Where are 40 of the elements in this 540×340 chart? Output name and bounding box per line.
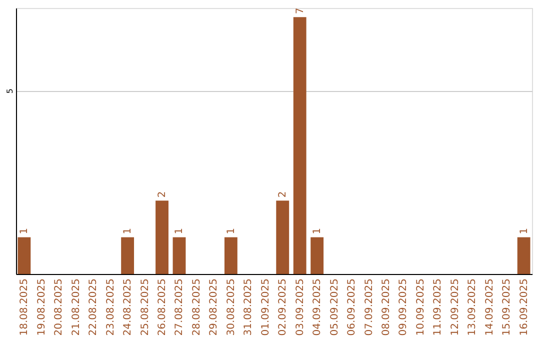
x-tick-label: 20.08.2025 (54, 278, 65, 336)
x-tick-label: 25.08.2025 (140, 278, 151, 336)
x-tick-label: 24.08.2025 (122, 278, 134, 336)
x-tick-label: 19.08.2025 (36, 278, 48, 336)
x-tick-label: 09.09.2025 (398, 278, 410, 336)
x-tick-label: 28.08.2025 (191, 278, 202, 336)
x-tick-label: 22.08.2025 (88, 278, 100, 336)
x-tick-label: 26.08.2025 (157, 278, 168, 336)
x-tick-label: 15.09.2025 (502, 278, 513, 336)
data-label: 7 (294, 8, 306, 14)
x-tick-label: 29.08.2025 (208, 278, 220, 336)
data-label: 1 (312, 228, 324, 234)
x-tick-label: 14.09.2025 (484, 278, 496, 336)
data-label: 1 (19, 228, 30, 234)
data-label: 1 (518, 228, 530, 234)
x-tick-label: 04.09.2025 (312, 278, 324, 336)
data-label: 2 (278, 191, 289, 198)
x-tick-label: 01.09.2025 (260, 278, 272, 336)
x-tick-label: 06.09.2025 (346, 278, 358, 336)
data-label: 2 (157, 191, 168, 198)
x-tick-label: 21.08.2025 (70, 278, 82, 336)
x-tick-label: 30.08.2025 (226, 278, 237, 336)
x-tick-label: 08.09.2025 (380, 278, 392, 336)
y-tick-label: 5 (6, 88, 14, 94)
data-label: 1 (174, 228, 186, 234)
data-label: 1 (122, 228, 134, 234)
x-tick-label: 10.09.2025 (415, 278, 426, 336)
x-tick-label: 05.09.2025 (329, 278, 340, 336)
x-tick-label: 23.08.2025 (105, 278, 116, 336)
x-tick-label: 02.09.2025 (278, 278, 289, 336)
x-tick-label: 13.09.2025 (467, 278, 478, 336)
x-tick-label: 31.08.2025 (243, 278, 254, 336)
x-tick-label: 03.09.2025 (294, 278, 306, 336)
data-label: 1 (226, 228, 237, 234)
x-tick-label: 12.09.2025 (450, 278, 461, 336)
x-tick-label: 07.09.2025 (364, 278, 375, 336)
x-tick-label: 27.08.2025 (174, 278, 186, 336)
x-tick-label: 18.08.2025 (19, 278, 30, 336)
x-tick-label: 11.09.2025 (432, 278, 444, 336)
x-tick-label: 16.09.2025 (518, 278, 530, 336)
